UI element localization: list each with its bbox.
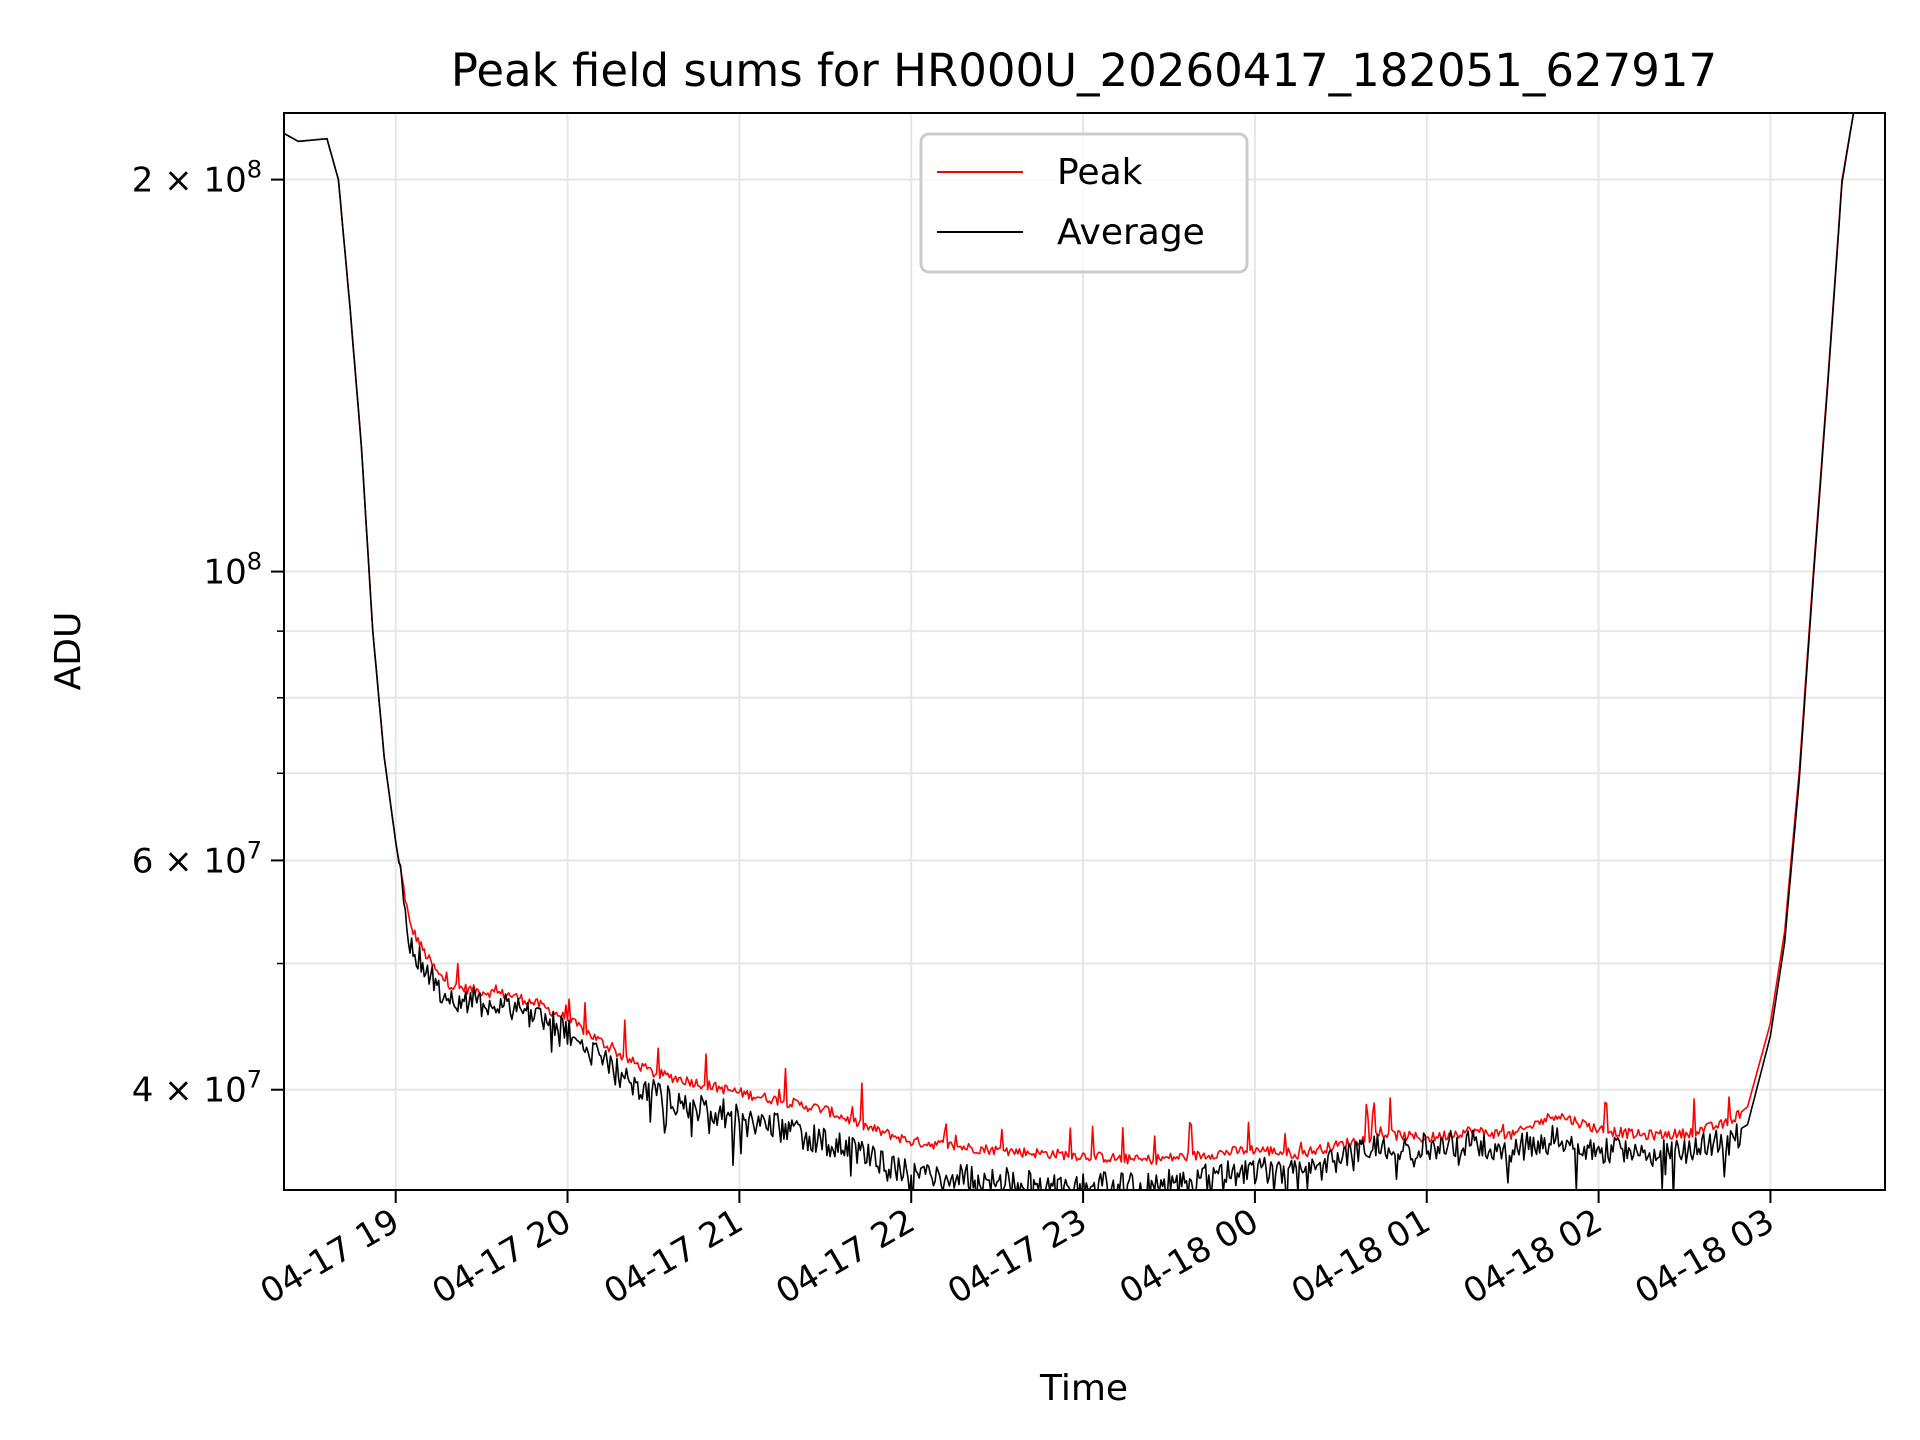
y-tick-exponent: 8 [247, 156, 262, 184]
series-line-peak [284, 113, 1855, 1165]
series-line-average [284, 113, 1855, 1190]
y-tick-base: 4 × 10 [132, 1071, 247, 1111]
y-tick-exponent: 7 [247, 836, 262, 864]
y-tick-base: 2 × 10 [132, 161, 247, 201]
y-tick-base: 10 [203, 553, 246, 593]
plot-frame [283, 112, 1886, 1191]
x-axis-label: Time [1039, 1368, 1128, 1409]
legend: Peak Average [919, 132, 1249, 274]
legend-box [919, 132, 1249, 274]
y-tick-label: 4 × 107 [132, 1066, 262, 1111]
legend-label-peak: Peak [1057, 152, 1143, 193]
series-layer [284, 113, 1855, 1190]
y-tick-label: 108 [203, 548, 262, 593]
chart-title: Peak field sums for HR000U_20260417_1820… [451, 44, 1717, 97]
y-tick-exponent: 8 [247, 548, 262, 576]
y-tick-exponent: 7 [247, 1066, 262, 1094]
legend-label-average: Average [1057, 212, 1205, 253]
y-tick-base: 6 × 10 [132, 841, 247, 881]
y-tick-label: 6 × 107 [132, 836, 262, 881]
y-axis-label: ADU [48, 612, 89, 691]
y-tick-label: 2 × 108 [132, 156, 262, 201]
